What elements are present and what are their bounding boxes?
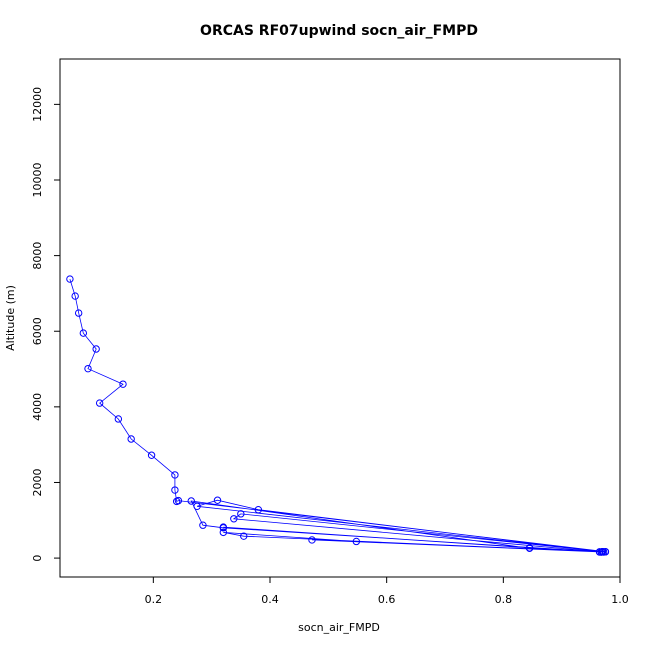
x-tick-label: 0.6 xyxy=(378,593,396,606)
x-axis: 0.2 0.4 0.6 0.8 1.0 xyxy=(145,576,629,606)
data-point xyxy=(219,528,228,537)
x-tick-label: 0.4 xyxy=(261,593,279,606)
y-axis-label: Altitude (m) xyxy=(4,285,17,351)
data-point xyxy=(71,292,79,300)
x-axis-label: socn_air_FMPD xyxy=(298,621,380,634)
data-point xyxy=(79,329,88,337)
data-point xyxy=(114,415,123,423)
data-point xyxy=(171,471,179,479)
x-tick-label: 1.0 xyxy=(611,593,629,606)
data-point xyxy=(199,521,207,529)
data-point xyxy=(193,502,201,510)
data-point xyxy=(95,399,104,407)
data-point xyxy=(174,496,183,505)
data-point xyxy=(119,380,127,388)
y-tick-label: 2000 xyxy=(31,468,44,496)
data-point xyxy=(230,515,238,523)
y-tick-label: 0 xyxy=(31,555,44,562)
x-tick-label: 0.8 xyxy=(495,593,513,606)
data-point xyxy=(597,548,606,556)
data-point xyxy=(599,548,608,556)
data-point xyxy=(92,345,100,353)
data-point xyxy=(74,309,83,317)
data-point xyxy=(352,537,361,546)
series-line xyxy=(69,278,606,553)
data-point xyxy=(127,435,135,443)
data-point xyxy=(147,451,156,459)
x-tick-label: 0.2 xyxy=(145,593,163,606)
data-point xyxy=(171,486,179,494)
data-point xyxy=(213,496,222,504)
data-point xyxy=(237,510,245,518)
y-tick-label: 10000 xyxy=(31,162,44,197)
data-point xyxy=(84,364,92,373)
y-tick-label: 8000 xyxy=(31,242,44,270)
data-point xyxy=(66,275,74,283)
series-layer xyxy=(66,275,610,556)
data-point xyxy=(254,505,263,514)
y-tick-label: 12000 xyxy=(31,87,44,122)
y-axis: 0 2000 4000 6000 8000 10000 12000 xyxy=(31,87,61,562)
data-point xyxy=(187,497,195,505)
data-point xyxy=(308,536,316,544)
data-point xyxy=(525,544,534,552)
y-tick-label: 6000 xyxy=(31,317,44,345)
y-tick-label: 4000 xyxy=(31,393,44,421)
data-point xyxy=(219,523,228,531)
data-point xyxy=(240,532,248,540)
plot-area-frame xyxy=(59,58,621,578)
chart-title: ORCAS RF07upwind socn_air_FMPD xyxy=(200,23,478,39)
